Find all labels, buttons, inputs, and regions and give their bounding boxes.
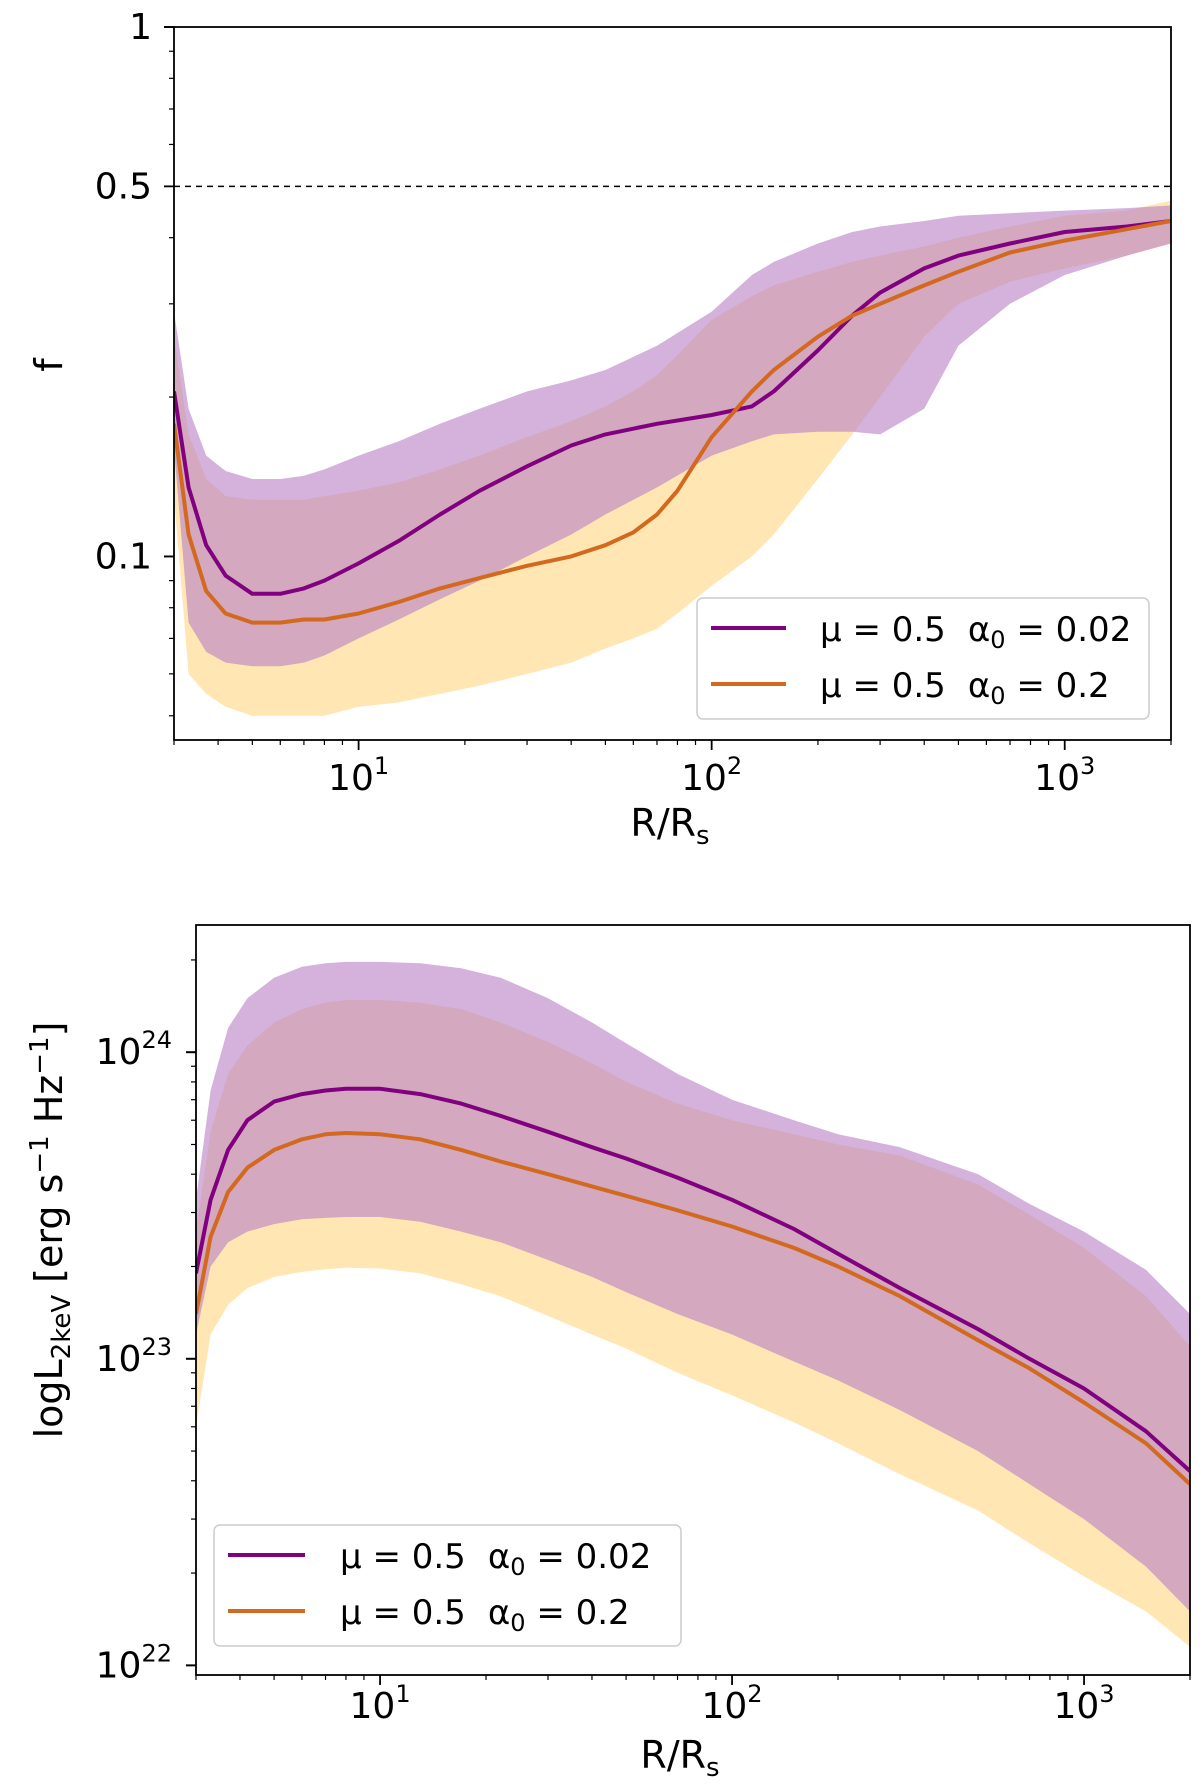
bottom-x-axis-label-sub: s xyxy=(706,1753,720,1783)
bot-ytick-label: 1024 xyxy=(96,1026,172,1073)
bot-ytick-label-exp: 22 xyxy=(141,1639,172,1667)
top-lines xyxy=(174,219,1171,625)
bottom-legend-mu-purple: μ = 0.5 xyxy=(340,1537,466,1577)
top-axes-frame xyxy=(173,26,1172,741)
top-legend-mu-orange: μ = 0.5 xyxy=(820,666,946,706)
bottom-legend-alpha-purple: α xyxy=(488,1537,510,1577)
bot-xtick-label-base: 10 xyxy=(1053,1686,1099,1727)
top-legend-entry-purple: μ = 0.5 α0 = 0.02 xyxy=(820,610,1131,654)
top-x-axis-label-sub: s xyxy=(696,821,710,851)
top-ytick-label: 1 xyxy=(129,7,152,48)
bottom-legend-alpha-sub-orange: 0 xyxy=(510,1609,525,1637)
bottom-legend: μ = 0.5 α0 = 0.02 μ = 0.5 α0 = 0.2 xyxy=(213,1524,682,1647)
bottom-legend-entry-orange: μ = 0.5 α0 = 0.2 xyxy=(340,1593,630,1637)
bottom-ylabel-main: logL xyxy=(27,1359,71,1438)
bot-xtick-label: 101 xyxy=(350,1680,411,1727)
bottom-ticks xyxy=(186,959,1191,1685)
top-ytick-label: 0.1 xyxy=(95,536,152,577)
bottom-ylabel-units: [erg s xyxy=(27,1174,71,1283)
bottom-legend-mu-orange: μ = 0.5 xyxy=(340,1593,466,1633)
bot-xtick-label-exp: 2 xyxy=(747,1680,762,1708)
bottom-ylabel-sub: 2keV xyxy=(47,1295,77,1360)
bot-xtick-label: 103 xyxy=(1053,1680,1114,1727)
bot-ytick-label: 1023 xyxy=(96,1333,172,1380)
top-x-axis-label: R/Rs xyxy=(630,801,709,851)
top-line-orange xyxy=(174,219,1171,625)
top-legend-alpha-val-orange: = 0.2 xyxy=(1006,666,1110,706)
bot-xtick-label: 102 xyxy=(701,1680,762,1727)
bot-band-purple xyxy=(196,961,1190,1612)
bottom-legend-box xyxy=(213,1524,682,1647)
bottom-ylabel-sup2: −1 xyxy=(25,1036,55,1074)
bottom-legend-alpha-val-purple: = 0.02 xyxy=(526,1537,652,1577)
top-legend-alpha-val-purple: = 0.02 xyxy=(1006,610,1132,650)
top-line-purple xyxy=(174,219,1171,596)
bot-ytick-label-base: 10 xyxy=(96,1032,142,1073)
bot-ytick-label-exp: 23 xyxy=(141,1333,172,1361)
top-band-purple xyxy=(174,205,1171,667)
bottom-ylabel-units-end: ] xyxy=(27,1022,71,1037)
bottom-bands xyxy=(196,961,1190,1647)
bot-line-purple xyxy=(196,1086,1190,1473)
bottom-ylabel-sup1: −1 xyxy=(25,1135,55,1173)
bot-ytick-label-base: 10 xyxy=(96,1339,142,1380)
bot-ytick-label: 1022 xyxy=(96,1639,172,1686)
top-legend-mu-purple: μ = 0.5 xyxy=(820,610,946,650)
bot-xtick-label-exp: 3 xyxy=(1099,1680,1114,1708)
bot-xtick-label-base: 10 xyxy=(350,1686,396,1727)
bot-xtick-label-exp: 1 xyxy=(395,1680,410,1708)
top-legend-alpha-purple: α xyxy=(968,610,990,650)
bottom-legend-alpha-val-orange: = 0.2 xyxy=(526,1593,630,1633)
top-xtick-label: 103 xyxy=(1034,752,1095,799)
top-xtick-label-exp: 3 xyxy=(1080,752,1095,780)
top-y-axis-label: f xyxy=(27,357,71,372)
bot-ytick-label-exp: 24 xyxy=(141,1026,172,1054)
bot-ytick-label-base: 10 xyxy=(96,1645,142,1686)
bottom-ylabel-units-mid: Hz xyxy=(27,1075,71,1136)
bottom-x-axis-label: R/Rs xyxy=(640,1733,719,1783)
top-ytick-label: 0.5 xyxy=(95,166,152,207)
bottom-axes-frame xyxy=(195,924,1191,1676)
top-xtick-label-base: 10 xyxy=(1034,758,1080,799)
bot-xtick-label-base: 10 xyxy=(701,1686,747,1727)
bottom-legend-entry-purple: μ = 0.5 α0 = 0.02 xyxy=(340,1537,651,1581)
top-xtick-label-base: 10 xyxy=(681,758,727,799)
top-xtick-label-base: 10 xyxy=(328,758,374,799)
top-legend-alpha-sub-purple: 0 xyxy=(990,626,1005,654)
bottom-legend-alpha-orange: α xyxy=(488,1593,510,1633)
top-xtick-label: 102 xyxy=(681,752,742,799)
bottom-legend-alpha-sub-purple: 0 xyxy=(510,1553,525,1581)
top-xtick-label: 101 xyxy=(328,752,389,799)
bottom-x-axis-label-main: R/R xyxy=(640,1733,706,1777)
top-xtick-label-exp: 1 xyxy=(374,752,389,780)
bottom-y-axis-label: logL2keV[erg s−1 Hz−1] xyxy=(25,1022,77,1439)
top-x-axis-label-main: R/R xyxy=(630,801,696,845)
bot-line-orange xyxy=(196,1131,1190,1486)
top-ticks xyxy=(164,26,1172,750)
top-legend-alpha-sub-orange: 0 xyxy=(990,682,1005,710)
top-bands xyxy=(174,200,1171,716)
top-xtick-label-exp: 2 xyxy=(727,752,742,780)
top-legend-entry-orange: μ = 0.5 α0 = 0.2 xyxy=(820,666,1110,710)
top-legend: μ = 0.5 α0 = 0.02 μ = 0.5 α0 = 0.2 xyxy=(696,597,1150,720)
top-legend-alpha-orange: α xyxy=(968,666,990,706)
top-legend-box xyxy=(696,597,1150,720)
bottom-lines xyxy=(196,1086,1190,1486)
